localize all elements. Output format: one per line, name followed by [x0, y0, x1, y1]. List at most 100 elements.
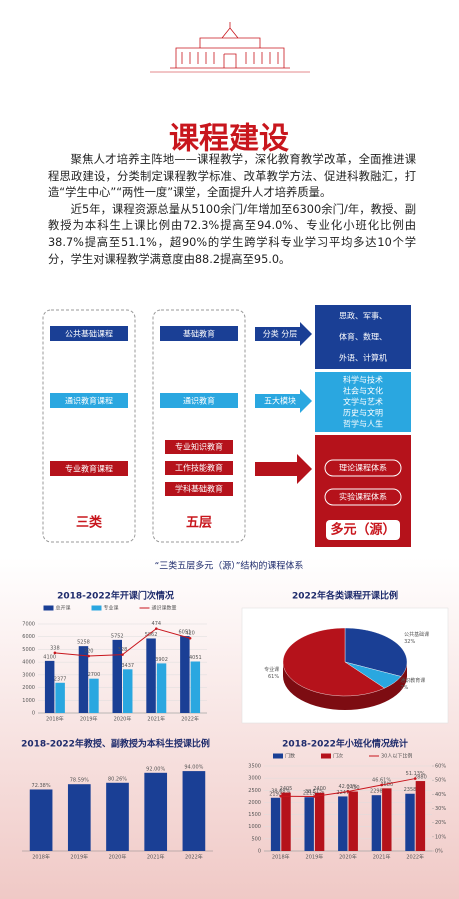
value-label: 72.38%	[32, 783, 51, 789]
point-label: 328	[118, 647, 128, 653]
layer-box	[160, 393, 238, 408]
system-pill	[324, 459, 402, 477]
x-tick-label: 2021年	[147, 854, 165, 861]
types-label: 三类	[76, 515, 103, 531]
slice-value: 32%	[404, 639, 415, 645]
module-box	[315, 372, 411, 432]
chart: 2018-2022年小班化情况统计 0 500 1000 1500 2000 2500 300…	[248, 738, 446, 861]
y2-tick-label: 20%	[435, 820, 446, 826]
legend-label: 30人以下比例	[381, 753, 412, 760]
y-tick-label: 3500	[248, 764, 261, 770]
pie-slice	[282, 627, 385, 697]
point	[346, 790, 350, 793]
value-label: 94.00%	[184, 765, 203, 771]
y-tick-label: 0	[258, 849, 261, 855]
legend-swatch	[43, 605, 54, 611]
x-tick-label: 2021年	[373, 854, 391, 861]
bar	[304, 797, 314, 851]
layer-label: 学科基础教育	[175, 484, 223, 494]
point	[121, 653, 124, 656]
chart-title: 2022年各类课程开课比例	[292, 590, 398, 602]
layer-box	[165, 440, 233, 454]
x-tick-label: 2020年	[339, 854, 357, 861]
value-label: 2192	[269, 791, 282, 797]
point-label: 42.03%	[338, 784, 357, 790]
module-text: 文学与艺术	[343, 397, 383, 407]
module-text: 哲学与人生	[343, 419, 383, 429]
bar	[146, 638, 156, 713]
x-tick-label: 2020年	[114, 716, 132, 723]
bar	[371, 795, 382, 851]
value-label: 4100	[43, 654, 56, 660]
y-tick-label: 3000	[248, 776, 261, 782]
type-label: 通识教育课程	[65, 396, 113, 406]
arrow	[255, 454, 312, 484]
x-tick-label: 2021年	[147, 716, 165, 723]
layers-label: 五层	[186, 516, 212, 531]
pie-slice	[344, 627, 408, 677]
slice-label: 通识教育课	[400, 677, 425, 684]
y-tick-label: 4000	[22, 660, 35, 666]
legend-swatch	[91, 605, 102, 611]
bar	[180, 636, 190, 713]
bar	[281, 792, 291, 851]
y-tick-label: 1500	[248, 812, 261, 818]
bar	[348, 791, 358, 851]
type-label: 公共基础课程	[65, 329, 113, 339]
y2-tick-label: 40%	[435, 792, 446, 798]
value-label: 3437	[121, 663, 134, 669]
value-label: 80.26%	[108, 776, 127, 782]
module-text: 历史与文明	[343, 408, 383, 418]
legend-label: 门数	[285, 753, 295, 760]
module-text: 思政、军事、	[339, 311, 387, 321]
value-label: 2880	[414, 775, 427, 781]
y-tick-label: 1000	[22, 698, 35, 704]
diagram-caption: “三类五层多元（源）”结构的课程体系	[155, 560, 304, 572]
point-label: 38.51%	[305, 789, 324, 795]
y2-tick-label: 60%	[435, 764, 446, 770]
y-tick-label: 7000	[22, 622, 35, 628]
x-tick-label: 2018年	[46, 716, 64, 723]
point	[279, 794, 283, 798]
x-tick-label: 2019年	[306, 854, 324, 861]
layer-label: 通识教育	[183, 396, 215, 406]
value-label: 92.00%	[146, 766, 165, 772]
bar	[190, 661, 201, 713]
layer-label: 专业知识教育	[175, 442, 223, 452]
paragraph: 聚焦人才培养主阵地——课程教学，深化教育教学改革，全面推进课程思政建设，分类制定…	[48, 153, 416, 200]
value-label: 5752	[111, 633, 124, 639]
value-label: 4051	[189, 655, 202, 661]
page-title: 课程建设	[169, 122, 289, 157]
value-label: 78.59%	[70, 778, 89, 784]
paragraph: 近5年，课程资源总量从5100余门/年增加至6300余门/年，教授、副教授为本科…	[48, 202, 416, 266]
module-text: 外语、计算机	[339, 353, 387, 363]
legend-label: 专业课	[104, 605, 119, 612]
legend-swatch	[321, 753, 331, 759]
bar	[314, 792, 325, 851]
point	[53, 651, 57, 655]
point-label: 420	[185, 631, 195, 637]
point-label: 338	[50, 645, 60, 651]
arrow-label: 五大模块	[264, 396, 296, 406]
x-tick-label: 2022年	[406, 854, 424, 861]
bar	[270, 797, 281, 851]
x-tick-label: 2019年	[70, 854, 88, 861]
charts: 2018-2022年开课门次情况010002000300040005000600…	[21, 590, 449, 861]
layer-box	[165, 461, 233, 475]
y-tick-label: 5000	[22, 647, 35, 653]
modules-label: 多元（源）	[330, 522, 395, 538]
y-tick-label: 2000	[22, 685, 35, 691]
point	[87, 654, 90, 658]
y-tick-label: 2000	[248, 800, 261, 806]
bar	[415, 781, 426, 851]
slice-label: 公共基础课	[404, 631, 429, 638]
point-label: 38.68%	[271, 789, 290, 795]
y2-tick-label: 0%	[435, 849, 443, 855]
point-label: 474	[152, 621, 162, 627]
point	[188, 636, 192, 640]
value-label: 5258	[77, 640, 90, 646]
x-tick-label: 2022年	[181, 716, 199, 723]
y2-tick-label: 30%	[435, 806, 446, 812]
value-label: 3902	[155, 657, 168, 663]
